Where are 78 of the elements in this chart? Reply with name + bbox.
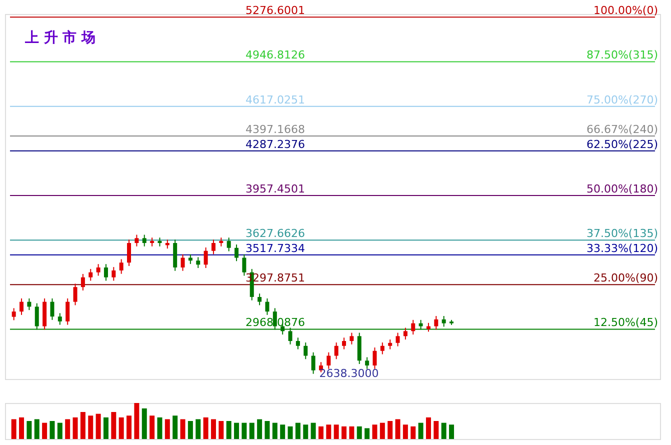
- bar: [226, 421, 232, 439]
- bar: [434, 421, 439, 439]
- y-tick-label: 3957.4501: [246, 182, 305, 196]
- bar: [142, 408, 147, 439]
- bar: [164, 419, 170, 439]
- annotation: 12.50%(45): [593, 316, 658, 330]
- text: 上 升 市 场: [24, 29, 96, 46]
- bar: [172, 416, 178, 439]
- y-tick-label: 3517.7334: [246, 242, 305, 255]
- y-tick-label: 3627.6626: [246, 227, 305, 240]
- bar: [264, 421, 270, 439]
- bar: [242, 422, 247, 439]
- bar: [126, 416, 132, 439]
- bar: [80, 412, 86, 439]
- bar: [318, 426, 324, 439]
- bar: [203, 417, 208, 439]
- bar: [410, 426, 416, 439]
- bar: [65, 419, 70, 439]
- bar: [441, 422, 446, 439]
- bar: [111, 412, 116, 439]
- bar: [103, 417, 108, 439]
- y-tick-label: 4617.0251: [246, 93, 305, 106]
- bar: [42, 422, 48, 439]
- bar: [288, 426, 293, 439]
- bar: [180, 419, 186, 439]
- bar: [96, 414, 101, 439]
- bar: [426, 417, 431, 439]
- annotation: 37.50%(135): [586, 227, 658, 240]
- bar: [342, 426, 347, 439]
- bar: [157, 417, 162, 439]
- bar: [196, 419, 201, 439]
- bar: [210, 419, 216, 439]
- annotation: 87.50%(315): [586, 48, 658, 62]
- annotation: 2638.3000: [319, 366, 379, 380]
- bar: [395, 419, 400, 439]
- y-tick-label: 5276.6001: [246, 4, 305, 18]
- bar: [372, 424, 378, 439]
- bar: [310, 422, 316, 439]
- bar: [388, 421, 393, 439]
- y-tick-label: 4287.2376: [246, 138, 305, 151]
- bar: [349, 426, 354, 439]
- bar: [57, 422, 62, 439]
- bar: [218, 421, 224, 439]
- annotation: 25.00%(90): [593, 272, 658, 285]
- bar: [280, 424, 286, 439]
- bar: [234, 422, 240, 439]
- bar: [364, 428, 370, 439]
- annotation: 33.33%(120): [586, 242, 658, 255]
- bar: [72, 417, 78, 439]
- annotation: 75.00%(270): [586, 93, 658, 106]
- bar: [249, 422, 254, 439]
- bar: [356, 426, 362, 439]
- bar: [449, 424, 454, 439]
- y-tick-label: 4397.1668: [246, 123, 305, 136]
- annotation: 100.00%(0): [593, 4, 658, 18]
- y-tick-label: 4946.8126: [246, 48, 305, 62]
- annotation: 50.00%(180): [586, 182, 658, 196]
- bar: [295, 422, 300, 439]
- bar: [303, 424, 308, 439]
- bar: [380, 422, 385, 439]
- bar: [34, 419, 40, 439]
- bar: [19, 417, 24, 439]
- bar: [134, 403, 140, 439]
- bar: [118, 417, 124, 439]
- bar: [402, 424, 408, 439]
- bar: [26, 421, 32, 439]
- bar: [272, 422, 278, 439]
- bar: [50, 421, 55, 439]
- bar: [88, 416, 94, 439]
- bar: [257, 419, 262, 439]
- bar: [326, 424, 332, 439]
- bar: [418, 422, 424, 439]
- annotation: 62.50%(225): [586, 138, 658, 151]
- bar: [188, 421, 193, 439]
- bar: [334, 424, 339, 439]
- bar: [11, 419, 16, 439]
- bar: [150, 416, 155, 439]
- annotation: 66.67%(240): [586, 123, 658, 136]
